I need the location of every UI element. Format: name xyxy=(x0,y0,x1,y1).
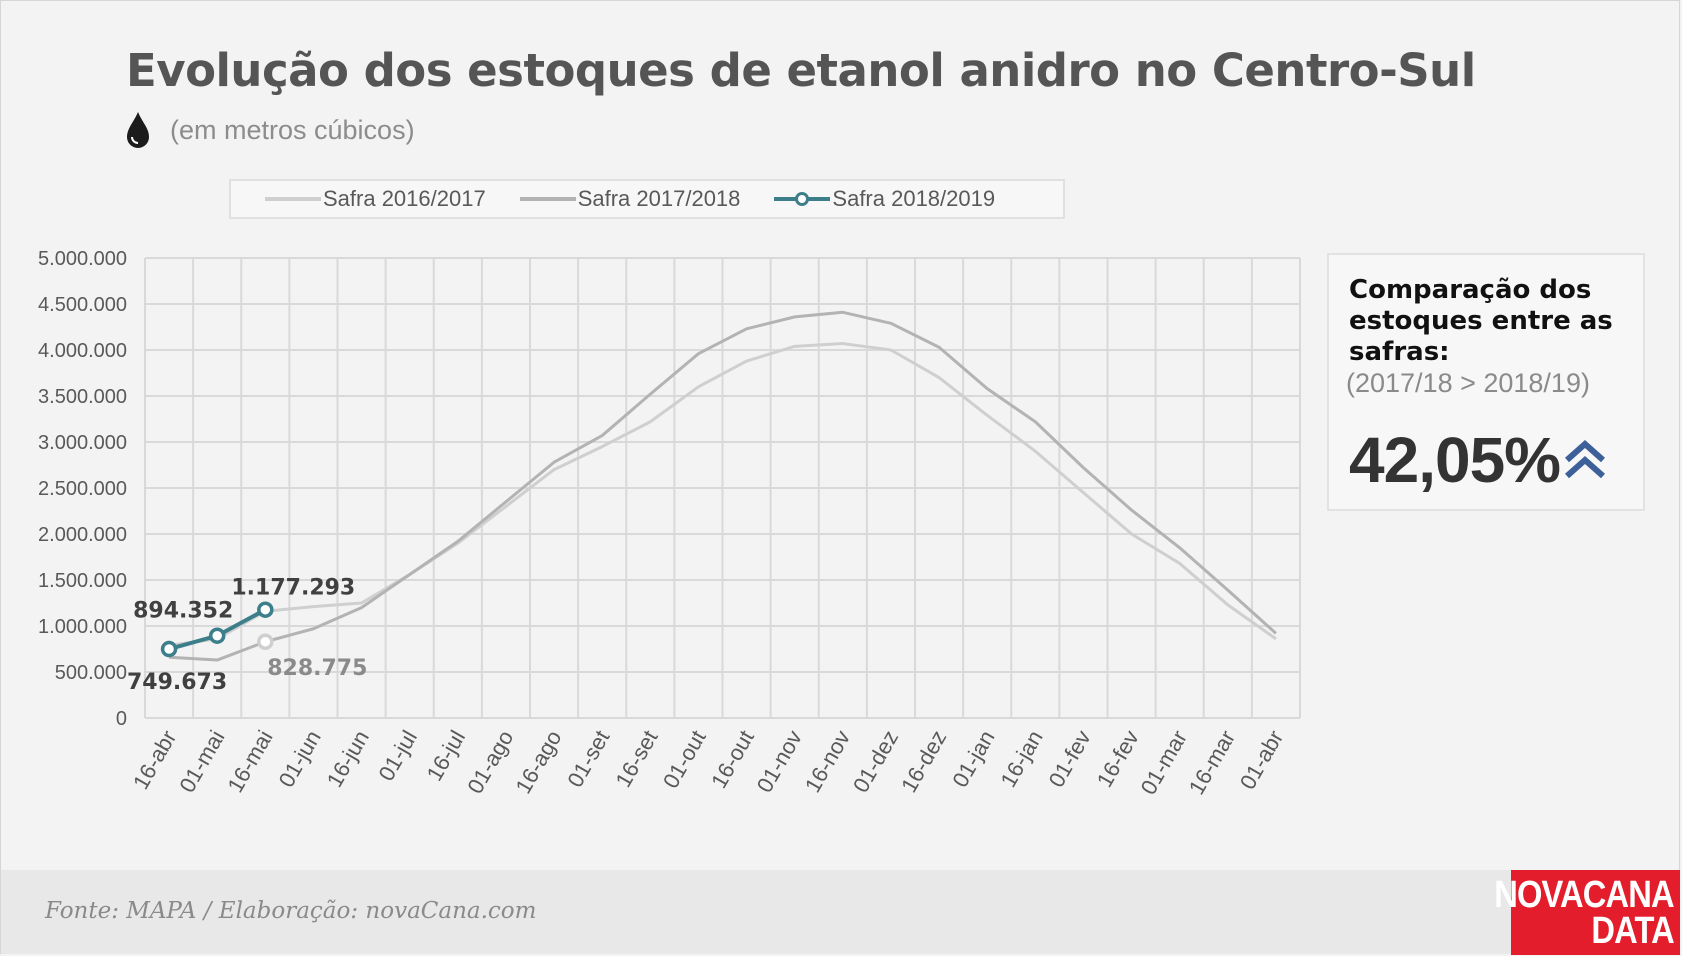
legend-item: Safra 2016/2017 xyxy=(265,186,486,212)
y-tick-label: 2.500.000 xyxy=(38,478,127,500)
series-3-point xyxy=(160,640,178,658)
x-tick-label: 16-mar xyxy=(1184,726,1240,799)
legend-item: Safra 2017/2018 xyxy=(519,186,741,212)
x-tick-label: 16-mai xyxy=(222,726,277,797)
y-tick-label: 0 xyxy=(116,708,127,730)
legend-label: Safra 2016/2017 xyxy=(323,186,486,211)
subtitle-row: (em metros cúbicos) xyxy=(124,110,415,150)
logo-line1: NOVACANA xyxy=(1494,874,1674,916)
x-tick-label: 01-out xyxy=(658,726,711,793)
legend-label: Safra 2017/2018 xyxy=(577,186,741,211)
series-3-point xyxy=(208,627,226,644)
double-chevron-up-icon xyxy=(1565,439,1605,479)
x-tick-label: 01-jul xyxy=(373,726,422,785)
x-tick-label: 01-fev xyxy=(1044,726,1096,791)
legend-swatch xyxy=(265,197,321,201)
panel-heading: Comparação dos estoques entre as safras: xyxy=(1349,275,1613,367)
source-text: Fonte: MAPA / Elaboração: novaCana.com xyxy=(45,898,537,924)
drop-icon xyxy=(127,112,149,148)
data-label: 1.177.293 xyxy=(231,576,355,601)
series-2-point xyxy=(257,633,274,651)
x-tick-label: 01-jun xyxy=(274,726,326,791)
x-tick-label: 16-jul xyxy=(422,726,471,785)
x-tick-label: 16-set xyxy=(610,726,662,791)
x-tick-label: 16-dez xyxy=(896,726,951,797)
x-tick-label: 16-ago xyxy=(510,726,566,798)
legend-label: Safra 2018/2019 xyxy=(832,186,996,211)
y-tick-label: 3.500.000 xyxy=(38,386,127,408)
x-tick-label: 01-nov xyxy=(752,726,807,797)
x-tick-label: 16-out xyxy=(706,726,759,793)
legend-item: Safra 2018/2019 xyxy=(774,186,995,212)
legend-swatch xyxy=(774,192,831,206)
panel-comparison: (2017/18 > 2018/19) xyxy=(1346,368,1590,398)
x-tick-label: 01-ago xyxy=(462,726,518,798)
y-tick-label: 4.000.000 xyxy=(38,340,127,362)
panel-value: 42,05% xyxy=(1349,424,1561,496)
series-3-point xyxy=(257,601,274,618)
y-tick-label: 5.000.000 xyxy=(38,248,127,270)
x-tick-label: 01-mai xyxy=(174,726,229,797)
x-tick-label: 16-fev xyxy=(1092,726,1144,791)
x-tick-label: 16-nov xyxy=(800,726,855,797)
y-tick-label: 3.000.000 xyxy=(38,432,127,454)
series-line-1 xyxy=(168,342,1277,647)
x-tick-label: 01-jan xyxy=(947,726,999,791)
x-tick-label: 01-set xyxy=(562,726,614,791)
footer: Fonte: MAPA / Elaboração: novaCana.com xyxy=(1,870,1679,954)
data-label: 894.352 xyxy=(133,599,233,624)
y-tick-label: 1.500.000 xyxy=(38,570,127,592)
logo-line2: DATA xyxy=(1591,910,1675,952)
x-tick-label: 01-dez xyxy=(848,726,903,797)
legend-swatch xyxy=(519,197,576,201)
x-tick-label: 16-jun xyxy=(322,726,374,791)
chart-subtitle: (em metros cúbicos) xyxy=(170,114,415,145)
comparison-panel: Comparação dos estoques entre as safras:… xyxy=(1327,253,1645,511)
x-tick-label: 01-mar xyxy=(1136,726,1192,799)
y-tick-label: 2.000.000 xyxy=(38,524,127,546)
x-tick-label: 16-abr xyxy=(128,726,181,794)
series-line-2 xyxy=(168,310,1277,662)
x-tick-label: 16-jan xyxy=(995,726,1047,791)
data-label: 828.775 xyxy=(267,656,367,681)
y-tick-label: 1.000.000 xyxy=(38,616,127,638)
y-tick-label: 500.000 xyxy=(55,662,127,684)
data-label: 749.673 xyxy=(127,670,227,695)
chart-title: Evolução dos estoques de etanol anidro n… xyxy=(126,44,1476,97)
chart-legend: Safra 2016/2017 Safra 2017/2018 Safra 2018… xyxy=(229,179,1065,219)
novacana-logo: NOVACANA DATA xyxy=(1494,870,1680,955)
x-tick-label: 01-abr xyxy=(1235,726,1288,794)
y-tick-label: 4.500.000 xyxy=(38,294,127,316)
